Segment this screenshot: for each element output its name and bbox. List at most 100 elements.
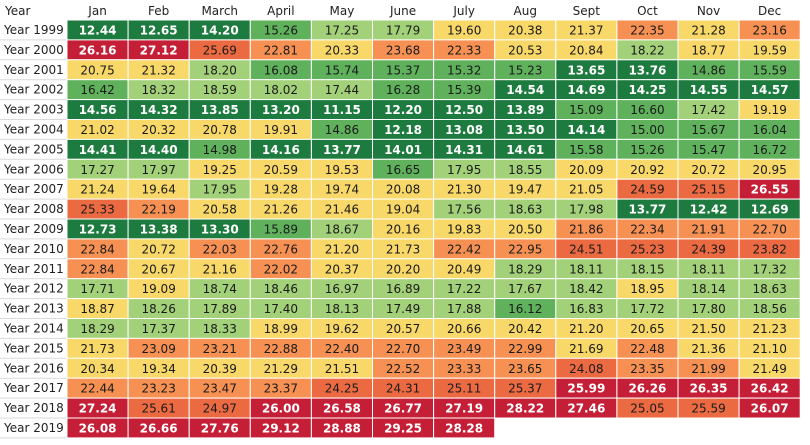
- cell-value: 15.39: [447, 83, 481, 97]
- cell-value: 21.69: [569, 342, 603, 356]
- cell-value: 12.50: [445, 103, 483, 117]
- cell-value: 18.33: [203, 322, 237, 336]
- cell-value: 24.08: [569, 362, 603, 376]
- cell-value: 12.69: [751, 203, 789, 217]
- cell-value: 19.74: [325, 183, 359, 197]
- cell-value: 23.49: [447, 342, 481, 356]
- cell-value: 18.15: [630, 262, 664, 276]
- cell-value: 13.85: [201, 103, 239, 117]
- cell-value: 25.15: [691, 183, 725, 197]
- cell-value: 25.61: [141, 402, 175, 416]
- row-label: Year 2004: [3, 122, 64, 136]
- row-label: Year 2009: [3, 222, 64, 236]
- cell-value: 22.52: [386, 362, 420, 376]
- cell-value: 13.77: [628, 203, 666, 217]
- cell-value: 20.66: [447, 322, 481, 336]
- cell-value: 23.35: [630, 362, 664, 376]
- cell-value: 16.12: [508, 302, 542, 316]
- cell-value: 15.26: [630, 143, 664, 157]
- cell-value: 17.88: [447, 302, 481, 316]
- cell-value: 22.95: [508, 242, 542, 256]
- row-label: Year 2015: [3, 341, 64, 355]
- row-label: Year 2007: [3, 182, 64, 196]
- cell-value: 19.19: [752, 103, 786, 117]
- cell-value: 17.44: [325, 83, 359, 97]
- cell-value: 20.38: [508, 23, 542, 37]
- cell-value: 14.16: [262, 143, 300, 157]
- cell-value: 20.49: [447, 262, 481, 276]
- column-header: Sept: [573, 4, 601, 18]
- cell-value: 18.63: [508, 203, 542, 217]
- cell-value: 17.49: [386, 302, 420, 316]
- cell-value: 14.55: [690, 83, 728, 97]
- cell-value: 22.76: [264, 242, 298, 256]
- cell-value: 20.42: [508, 322, 542, 336]
- cell-value: 20.67: [141, 262, 175, 276]
- cell-value: 17.71: [80, 282, 114, 296]
- heatmap-cells: 12.44 12.65 14.20 15.26 17.25 17.79 19.60 20.38…: [66, 19, 801, 439]
- cell-value: 13.30: [201, 222, 239, 236]
- cell-value: 18.13: [325, 302, 359, 316]
- cell-value: 16.42: [80, 83, 114, 97]
- cell-value: 26.07: [751, 402, 789, 416]
- cell-value: 22.19: [141, 203, 175, 217]
- cell-value: 20.65: [630, 322, 664, 336]
- cell-value: 21.37: [569, 23, 603, 37]
- cell-value: 26.16: [79, 43, 117, 57]
- cell-value: 25.11: [447, 382, 481, 396]
- row-label: Year 2002: [3, 83, 64, 97]
- cell-value: 16.08: [264, 63, 298, 77]
- cell-value: 17.27: [80, 163, 114, 177]
- cell-value: 15.59: [752, 63, 786, 77]
- cell-value: 17.67: [508, 282, 542, 296]
- cell-value: 22.81: [264, 43, 298, 57]
- cell-value: 14.98: [203, 143, 237, 157]
- cell-value: 22.70: [386, 342, 420, 356]
- cell-value: 28.28: [445, 421, 483, 435]
- cell-value: 21.20: [325, 242, 359, 256]
- cell-value: 20.50: [508, 222, 542, 236]
- cell-value: 21.91: [691, 222, 725, 236]
- cell-value: 21.51: [325, 362, 359, 376]
- cell-value: 25.99: [567, 382, 605, 396]
- column-header: Aug: [514, 4, 537, 18]
- cell-value: 22.40: [325, 342, 359, 356]
- heatmap-cell: [738, 397, 801, 419]
- cell-value: 23.09: [141, 342, 175, 356]
- cell-value: 20.72: [691, 163, 725, 177]
- cell-value: 19.47: [508, 183, 542, 197]
- cell-value: 23.21: [203, 342, 237, 356]
- cell-value: 11.15: [323, 103, 361, 117]
- cell-value: 20.59: [264, 163, 298, 177]
- cell-value: 22.44: [80, 382, 114, 396]
- cell-value: 15.09: [569, 103, 603, 117]
- cell-value: 14.86: [691, 63, 725, 77]
- cell-value: 13.89: [506, 103, 544, 117]
- column-headers: Jan Feb March April May June July Aug Sept Oct Nov…: [87, 4, 781, 18]
- cell-value: 13.50: [506, 123, 544, 137]
- cell-value: 24.31: [386, 382, 420, 396]
- cell-value: 17.80: [691, 302, 725, 316]
- cell-value: 25.37: [508, 382, 542, 396]
- cell-value: 26.55: [751, 183, 789, 197]
- column-header: Jan: [87, 4, 107, 18]
- cell-value: 15.74: [325, 63, 359, 77]
- cell-value: 21.02: [80, 123, 114, 137]
- cell-value: 26.66: [140, 421, 178, 435]
- cell-value: 18.22: [630, 43, 664, 57]
- cell-value: 23.23: [141, 382, 175, 396]
- cell-value: 23.47: [203, 382, 237, 396]
- cell-value: 21.86: [569, 222, 603, 236]
- cell-value: 15.58: [569, 143, 603, 157]
- column-header: May: [330, 4, 355, 18]
- cell-value: 18.67: [325, 222, 359, 236]
- cell-value: 20.33: [325, 43, 359, 57]
- row-label: Year 2003: [3, 103, 64, 117]
- column-header: Dec: [758, 4, 781, 18]
- cell-value: 17.56: [447, 203, 481, 217]
- cell-value: 22.35: [630, 23, 664, 37]
- cell-value: 26.35: [690, 382, 728, 396]
- cell-value: 12.18: [384, 123, 422, 137]
- cell-value: 22.70: [752, 222, 786, 236]
